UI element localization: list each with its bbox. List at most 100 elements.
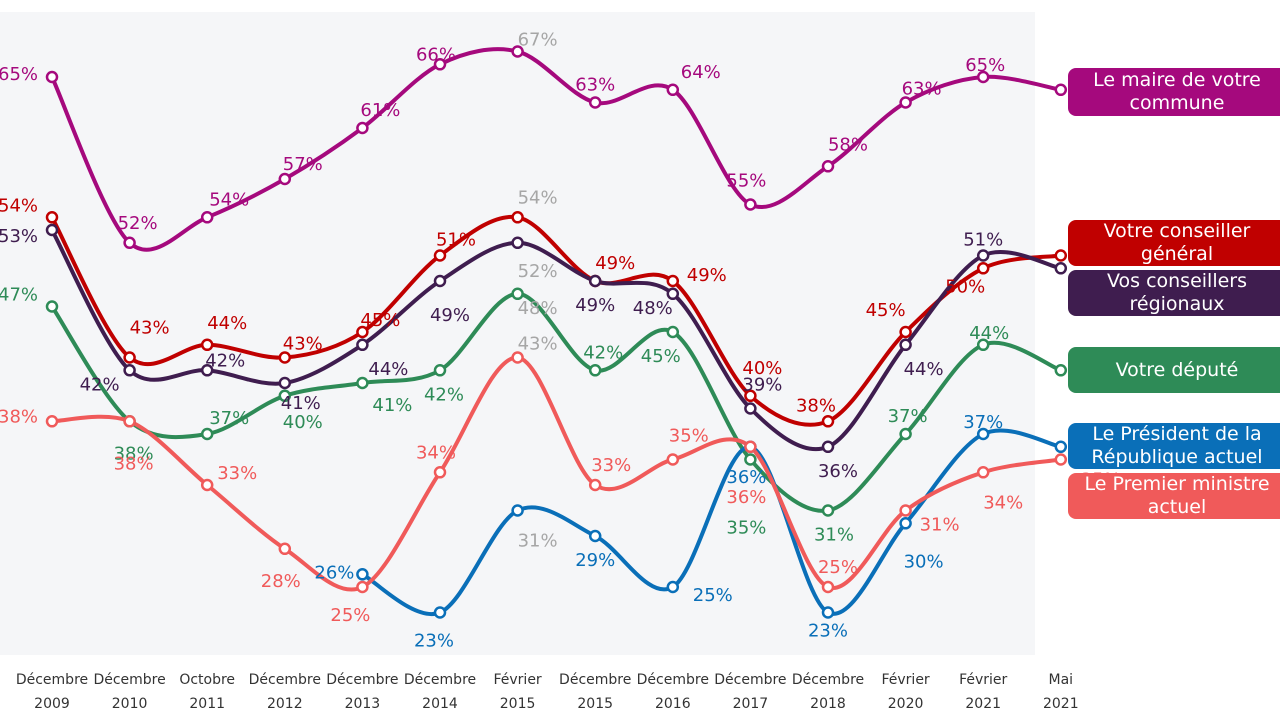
data-point bbox=[511, 236, 524, 250]
series-line bbox=[361, 428, 1062, 617]
data-point bbox=[123, 236, 136, 250]
x-tick-label: Décembre bbox=[16, 672, 88, 688]
data-point bbox=[433, 274, 447, 288]
data-label: 44% bbox=[904, 359, 944, 380]
x-tick-label: 2015 bbox=[577, 696, 613, 712]
data-label: 49% bbox=[687, 265, 727, 286]
data-point bbox=[45, 223, 59, 237]
legend-item: Votre conseiller général bbox=[1068, 220, 1280, 266]
data-point bbox=[821, 160, 835, 173]
x-tick-label: 2021 bbox=[965, 696, 1001, 712]
data-point bbox=[899, 427, 912, 441]
legend-item: Le Président de la République actuel bbox=[1068, 423, 1280, 469]
data-point bbox=[588, 274, 602, 288]
data-point bbox=[666, 274, 680, 288]
data-label: 31% bbox=[518, 531, 558, 552]
x-tick-label: Décembre bbox=[249, 672, 321, 688]
data-point bbox=[433, 58, 447, 71]
data-label: 35% bbox=[669, 426, 709, 447]
data-label: 58% bbox=[828, 134, 868, 155]
data-point bbox=[744, 440, 757, 454]
x-tick-label: 2018 bbox=[810, 696, 846, 712]
data-point bbox=[356, 376, 369, 390]
x-tick-label: 2012 bbox=[267, 696, 303, 712]
x-tick-label: 2015 bbox=[500, 696, 536, 712]
data-label: 57% bbox=[283, 154, 323, 175]
data-label: 23% bbox=[808, 621, 848, 642]
data-point bbox=[1054, 453, 1068, 466]
data-label: 51% bbox=[436, 230, 476, 251]
data-point bbox=[976, 466, 990, 479]
data-label: 25% bbox=[693, 585, 733, 606]
data-label: 54% bbox=[0, 195, 38, 216]
data-label: 42% bbox=[583, 342, 623, 363]
series-line bbox=[51, 355, 1062, 592]
data-point bbox=[356, 568, 369, 581]
data-point bbox=[899, 96, 912, 109]
x-tick-label: Février bbox=[881, 672, 929, 688]
data-label: 47% bbox=[0, 285, 38, 306]
data-label: 36% bbox=[726, 487, 766, 508]
data-label: 33% bbox=[217, 463, 257, 484]
data-label: 38% bbox=[796, 395, 836, 416]
series-line bbox=[50, 291, 1062, 513]
data-label: 34% bbox=[983, 492, 1023, 513]
data-label: 49% bbox=[595, 253, 635, 274]
x-tick-label: Mai bbox=[1049, 672, 1074, 688]
x-tick-label: Décembre bbox=[326, 672, 398, 688]
x-tick-label: 2009 bbox=[34, 696, 70, 712]
data-label: 38% bbox=[114, 453, 154, 474]
x-tick-label: Décembre bbox=[559, 672, 631, 688]
data-point bbox=[821, 440, 835, 454]
data-label: 66% bbox=[416, 44, 456, 65]
legend-item: Votre député bbox=[1068, 347, 1280, 393]
data-point bbox=[899, 504, 912, 517]
data-label: 55% bbox=[726, 171, 766, 192]
data-label: 44% bbox=[368, 359, 408, 380]
data-label: 54% bbox=[209, 189, 249, 210]
data-label: 42% bbox=[424, 384, 464, 405]
data-label: 63% bbox=[902, 79, 942, 100]
data-point bbox=[821, 606, 835, 619]
data-point bbox=[278, 351, 292, 364]
data-point bbox=[744, 402, 757, 415]
x-tick-label: Décembre bbox=[792, 672, 864, 688]
data-point bbox=[511, 45, 524, 58]
data-point bbox=[666, 580, 680, 594]
data-point bbox=[200, 364, 214, 377]
data-label: 61% bbox=[360, 100, 400, 121]
data-point bbox=[976, 249, 990, 262]
data-point bbox=[976, 262, 990, 275]
data-point bbox=[976, 70, 990, 84]
data-point bbox=[123, 364, 136, 377]
x-tick-label: 2014 bbox=[422, 696, 458, 712]
data-point bbox=[976, 338, 990, 352]
data-label: 41% bbox=[281, 393, 321, 414]
data-label: 35% bbox=[726, 518, 766, 539]
data-point bbox=[45, 70, 59, 84]
data-point bbox=[899, 338, 912, 352]
legend-item: Le Premier ministre actuel bbox=[1068, 473, 1280, 519]
data-point bbox=[1054, 83, 1068, 97]
data-point bbox=[123, 415, 136, 428]
data-point bbox=[588, 529, 602, 543]
data-point bbox=[278, 376, 292, 390]
data-point bbox=[356, 580, 369, 594]
data-label: 49% bbox=[430, 305, 470, 326]
data-point bbox=[899, 325, 912, 339]
data-label: 36% bbox=[818, 461, 858, 482]
data-point bbox=[1054, 262, 1068, 275]
data-label: 67% bbox=[518, 30, 558, 51]
data-point bbox=[45, 211, 59, 224]
data-label: 45% bbox=[641, 346, 681, 367]
data-point bbox=[433, 606, 447, 619]
data-label: 50% bbox=[945, 276, 985, 297]
data-point bbox=[744, 389, 757, 403]
data-label: 31% bbox=[814, 525, 854, 546]
data-label: 48% bbox=[633, 298, 673, 319]
legend-item: Le maire de votre commune bbox=[1068, 68, 1280, 116]
data-point bbox=[200, 338, 214, 352]
data-label: 33% bbox=[591, 455, 631, 476]
data-label: 38% bbox=[114, 443, 154, 464]
